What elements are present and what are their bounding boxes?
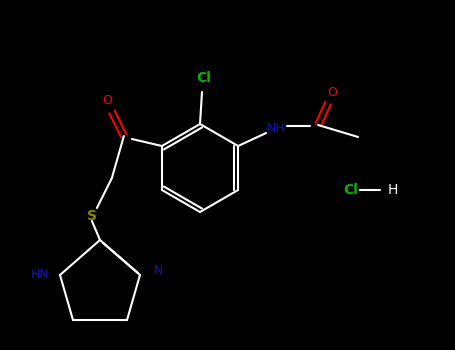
Text: Cl: Cl bbox=[197, 71, 212, 85]
Text: H: H bbox=[388, 183, 399, 197]
Text: NH: NH bbox=[267, 121, 285, 134]
Text: HN: HN bbox=[30, 268, 50, 281]
Text: O: O bbox=[327, 86, 337, 99]
Text: O: O bbox=[102, 94, 112, 107]
Text: Cl: Cl bbox=[343, 183, 358, 197]
Text: S: S bbox=[87, 209, 97, 223]
Text: N: N bbox=[153, 264, 163, 276]
